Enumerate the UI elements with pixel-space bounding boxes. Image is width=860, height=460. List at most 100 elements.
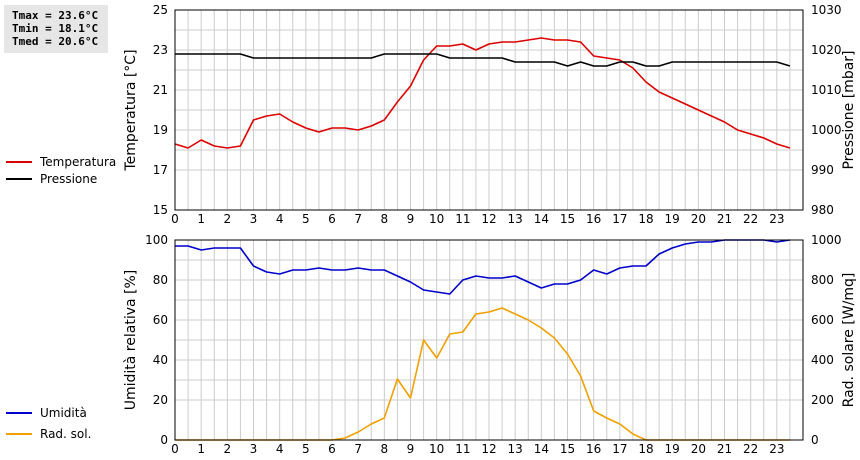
y-tick-label-right: 1000 <box>811 233 842 247</box>
x-tick-label: 1 <box>197 212 205 226</box>
y-axis-title-right: Pressione [mbar] <box>841 50 857 169</box>
legend-label: Umidità <box>40 405 87 420</box>
y-tick-label-right: 1010 <box>811 83 842 97</box>
y-tick-label: 100 <box>145 233 168 247</box>
y-tick-label: 40 <box>153 353 168 367</box>
y-tick-label-right: 200 <box>811 393 834 407</box>
x-tick-label: 18 <box>638 442 653 456</box>
x-tick-label: 0 <box>171 212 179 226</box>
x-tick-label: 2 <box>224 212 232 226</box>
y-axis-title: Temperatura [°C] <box>123 49 139 171</box>
stats-box: Tmax = 23.6°C Tmin = 18.1°C Tmed = 20.6°… <box>4 5 108 53</box>
y-tick-label: 23 <box>153 43 168 57</box>
y-tick-label: 19 <box>153 123 168 137</box>
x-tick-label: 23 <box>769 442 784 456</box>
x-tick-label: 9 <box>407 442 415 456</box>
x-tick-label: 14 <box>534 442 549 456</box>
y-tick-label: 25 <box>153 3 168 17</box>
x-tick-label: 10 <box>429 442 444 456</box>
y-tick-label-right: 400 <box>811 353 834 367</box>
x-tick-label: 0 <box>171 442 179 456</box>
y-tick-label: 17 <box>153 163 168 177</box>
x-tick-label: 19 <box>665 442 680 456</box>
x-tick-label: 11 <box>455 442 470 456</box>
x-tick-label: 11 <box>455 212 470 226</box>
plot-frame <box>174 239 804 441</box>
x-tick-label: 22 <box>743 442 758 456</box>
stat-tmed: Tmed = 20.6°C <box>12 35 99 48</box>
y-tick-label-right: 1030 <box>811 3 842 17</box>
x-tick-label: 21 <box>717 212 732 226</box>
x-tick-label: 3 <box>250 442 258 456</box>
y-tick-label: 0 <box>160 433 168 447</box>
stat-tmin: Tmin = 18.1°C <box>12 22 99 35</box>
x-tick-label: 4 <box>276 212 284 226</box>
legend-item-temperatura: Temperatura <box>6 153 116 170</box>
y-tick-label: 21 <box>153 83 168 97</box>
x-tick-label: 8 <box>381 442 389 456</box>
x-tick-label: 21 <box>717 442 732 456</box>
legend-label: Pressione <box>40 171 98 186</box>
solar-swatch <box>6 432 32 435</box>
temperature-swatch <box>6 160 32 163</box>
x-tick-label: 14 <box>534 212 549 226</box>
pressure-swatch <box>6 177 32 180</box>
x-tick-label: 6 <box>328 212 336 226</box>
x-tick-label: 4 <box>276 442 284 456</box>
x-tick-label: 13 <box>508 442 523 456</box>
x-tick-label: 9 <box>407 212 415 226</box>
legend-item-pressione: Pressione <box>6 170 116 187</box>
x-tick-label: 15 <box>560 442 575 456</box>
x-tick-label: 17 <box>612 442 627 456</box>
x-tick-label: 5 <box>302 442 310 456</box>
x-tick-label: 2 <box>224 442 232 456</box>
y-tick-label-right: 980 <box>811 203 834 217</box>
x-tick-label: 20 <box>691 212 706 226</box>
x-tick-label: 13 <box>508 212 523 226</box>
y-tick-label-right: 800 <box>811 273 834 287</box>
x-tick-label: 15 <box>560 212 575 226</box>
x-tick-label: 20 <box>691 442 706 456</box>
x-tick-label: 3 <box>250 212 258 226</box>
series-line-pressione <box>175 53 791 67</box>
x-tick-label: 8 <box>381 212 389 226</box>
series-line-temperatura <box>174 37 791 149</box>
x-tick-label: 16 <box>586 212 601 226</box>
y-tick-label-right: 1000 <box>811 123 842 137</box>
x-tick-label: 19 <box>665 212 680 226</box>
y-tick-label: 80 <box>153 273 168 287</box>
legend-label: Temperatura <box>40 154 117 169</box>
y-axis-title-right: Rad. solare [W/mq] <box>841 273 857 408</box>
stat-tmax: Tmax = 23.6°C <box>12 9 99 22</box>
x-tick-label: 5 <box>302 212 310 226</box>
x-tick-label: 22 <box>743 212 758 226</box>
x-tick-label: 12 <box>481 212 496 226</box>
x-tick-label: 1 <box>197 442 205 456</box>
y-tick-label: 15 <box>153 203 168 217</box>
y-tick-label-right: 990 <box>811 163 834 177</box>
x-tick-label: 7 <box>354 442 362 456</box>
x-tick-label: 16 <box>586 442 601 456</box>
legend-label: Rad. sol. <box>40 426 92 441</box>
series-line-rad-sol <box>175 307 790 441</box>
legend-item-umidita: Umidità <box>6 404 87 421</box>
legend-item-radsol: Rad. sol. <box>6 425 91 442</box>
y-tick-label-right: 0 <box>811 433 819 447</box>
y-tick-label: 20 <box>153 393 168 407</box>
y-tick-label-right: 600 <box>811 313 834 327</box>
x-tick-label: 12 <box>481 442 496 456</box>
x-tick-label: 17 <box>612 212 627 226</box>
x-tick-label: 6 <box>328 442 336 456</box>
y-tick-label: 60 <box>153 313 168 327</box>
x-tick-label: 23 <box>769 212 784 226</box>
humidity-swatch <box>6 411 32 414</box>
plot-frame <box>174 9 804 211</box>
x-tick-label: 7 <box>354 212 362 226</box>
x-tick-label: 18 <box>638 212 653 226</box>
x-tick-label: 10 <box>429 212 444 226</box>
y-tick-label-right: 1020 <box>811 43 842 57</box>
y-axis-title: Umidità relativa [%] <box>123 270 139 411</box>
series-line-umidit <box>175 239 791 295</box>
legend-top: Temperatura Pressione <box>6 153 116 187</box>
